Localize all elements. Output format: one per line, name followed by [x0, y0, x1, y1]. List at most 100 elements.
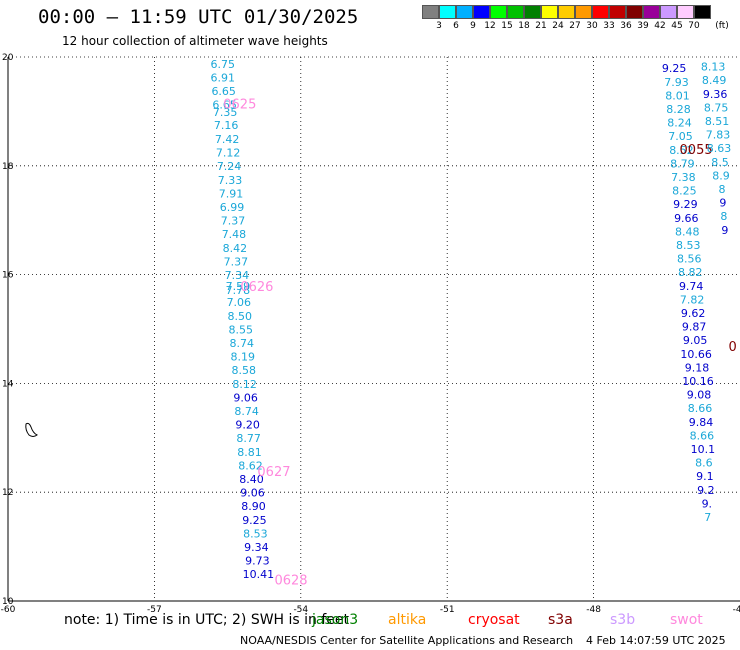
y-tick-label: 16: [2, 271, 14, 281]
swh-value: 9.18: [685, 361, 710, 374]
colorbar-label: 21: [535, 21, 547, 31]
note-text: note: 1) Time is in UTC; 2) SWH is in fe…: [64, 612, 350, 628]
swh-value: 8.74: [234, 405, 259, 418]
swh-value: 9.66: [674, 212, 699, 225]
y-tick-label: 14: [2, 379, 14, 389]
colorbar-swatch: [609, 5, 626, 19]
track-time-label: 0055: [680, 143, 713, 158]
swh-value: 8.13: [701, 61, 726, 74]
colorbar-swatch: [592, 5, 609, 19]
swh-value: 9.1: [696, 470, 714, 483]
x-tick-label: -45: [733, 605, 740, 615]
swh-value: 9.34: [244, 541, 269, 554]
x-tick-label: -54: [293, 605, 308, 615]
swh-value: 8.63: [707, 142, 732, 155]
swh-value: 7.05: [668, 130, 693, 143]
swh-value: 7.12: [216, 147, 241, 160]
swh-value: 7.37: [221, 215, 246, 228]
swh-value: 7.38: [671, 171, 696, 184]
legend-altika: altika: [388, 612, 427, 628]
swh-value: 7.24: [217, 160, 242, 173]
swh-value: 8.49: [702, 74, 727, 87]
map-title: 00:00 — 11:59 UTC 01/30/2025: [38, 6, 359, 28]
colorbar-swatch: [558, 5, 575, 19]
swh-value: 7.48: [222, 228, 247, 241]
swh-value: 9.20: [235, 419, 260, 432]
colorbar-label: 3: [436, 21, 442, 31]
swh-value: 8.79: [670, 157, 695, 170]
swh-value: 7: [704, 511, 711, 524]
swh-value: 8.75: [704, 101, 729, 114]
swh-value: 9.08: [687, 389, 712, 402]
track-time-label: 0: [729, 340, 737, 355]
x-tick-label: -51: [440, 605, 455, 615]
legend-cryosat: cryosat: [468, 612, 520, 628]
swh-value: 8.66: [688, 402, 713, 415]
colorbar-label: 45: [671, 21, 683, 31]
swh-value: 8.81: [237, 446, 262, 459]
swh-value: 8.55: [229, 323, 254, 336]
swh-value: 9.84: [689, 416, 714, 429]
swh-value: 8.01: [665, 89, 690, 102]
colorbar-label: 70: [688, 21, 700, 31]
credit-text: NOAA/NESDIS Center for Satellite Applica…: [240, 634, 574, 647]
colorbar-label: 42: [654, 21, 666, 31]
swh-value: 9.87: [682, 321, 707, 334]
swh-value: 8.90: [241, 500, 266, 513]
swh-value: 8: [720, 210, 727, 223]
swh-value: 9.2: [697, 484, 715, 497]
y-tick-label: 18: [2, 162, 14, 172]
swh-value: 9.74: [679, 280, 704, 293]
x-tick-label: -57: [147, 605, 162, 615]
swh-value: 9: [721, 224, 728, 237]
swh-value: 6.65: [212, 99, 237, 112]
colorbar-label: 39: [637, 21, 649, 31]
colorbar-label: 24: [552, 21, 564, 31]
swh-value: 7.59: [226, 280, 251, 293]
swh-value: 9.25: [242, 514, 267, 527]
swh-value: 8.24: [667, 117, 692, 130]
colorbar-label: 33: [603, 21, 615, 31]
swh-value: 8.48: [675, 225, 700, 238]
colorbar-swatch: [694, 5, 711, 19]
colorbar-swatch: [660, 5, 677, 19]
swh-value: 8.53: [243, 527, 268, 540]
colorbar-label: 36: [620, 21, 632, 31]
swh-value: 7.82: [680, 293, 705, 306]
swh-value: 8.62: [238, 459, 263, 472]
colorbar-swatch: [643, 5, 660, 19]
x-tick-label: -48: [586, 605, 601, 615]
colorbar-unit: (ft): [715, 21, 729, 31]
colorbar: 3 6 9 12 15 18 21 24 27 30 33 36 39 42 45 70 (ft): [0, 0, 740, 40]
swh-value: 8.53: [676, 239, 701, 252]
swh-value: 10.41: [243, 568, 275, 581]
swh-value: 6.65: [211, 85, 236, 98]
track-time-label: 0626: [240, 280, 273, 295]
y-tick-label: 12: [2, 488, 13, 498]
legend-swot: swot: [670, 612, 703, 628]
swh-value: 6.91: [210, 71, 235, 84]
swh-value: 9.: [702, 497, 713, 510]
swh-value: 8.28: [666, 103, 691, 116]
swh-value: 8.42: [223, 242, 248, 255]
colorbar-swatch: [524, 5, 541, 19]
colorbar-swatch: [422, 5, 439, 19]
swh-value: 6.99: [220, 201, 245, 214]
y-tick-label: 10: [2, 597, 14, 607]
swh-value: 7.16: [214, 119, 239, 132]
legend-s3b: s3b: [610, 612, 636, 628]
swh-value: 8.12: [232, 378, 257, 391]
colorbar-swatch: [575, 5, 592, 19]
swh-value: 6.75: [210, 58, 235, 71]
swh-value: 8.19: [230, 351, 255, 364]
swh-value: 9.25: [662, 62, 687, 75]
swh-value: 7.91: [219, 187, 244, 200]
colorbar-label: 30: [586, 21, 598, 31]
swh-value: 9: [719, 197, 726, 210]
swh-value: 7.78: [226, 284, 251, 297]
legend-s3a: s3a: [548, 612, 573, 628]
colorbar-swatch: [626, 5, 643, 19]
colorbar-swatch: [677, 5, 694, 19]
swh-value: 7.93: [664, 76, 689, 89]
colorbar-swatch: [507, 5, 524, 19]
